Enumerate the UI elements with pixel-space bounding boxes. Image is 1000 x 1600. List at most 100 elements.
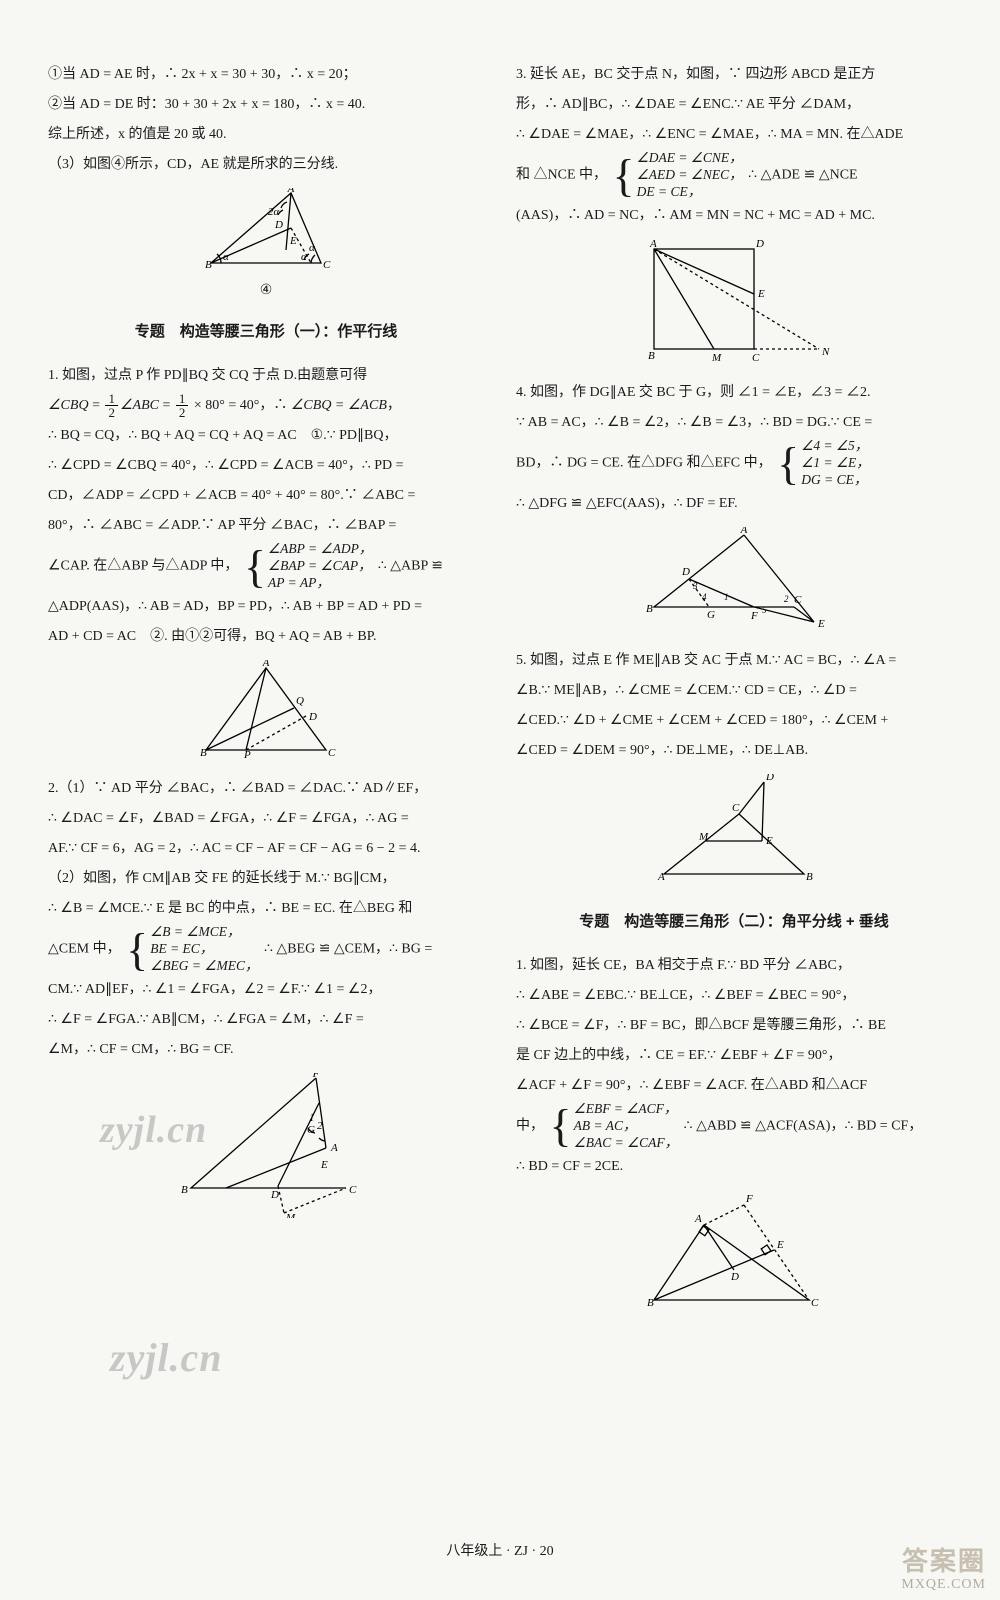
problem-q1-line: ∴ BD = CF = 2CE. (516, 1152, 952, 1182)
svg-text:C: C (328, 747, 336, 759)
svg-text:C: C (323, 259, 331, 271)
problem-3-line: 3. 延长 AE，BC 交于点 N，如图，∵ 四边形 ABCD 是正方 (516, 60, 952, 90)
line: ②当 AD = DE 时：30 + 30 + 2x + x = 180，∴ x … (48, 90, 484, 120)
svg-text:E: E (320, 1159, 328, 1171)
right-column: 3. 延长 AE，BC 交于点 N，如图，∵ 四边形 ABCD 是正方 形，∴ … (516, 60, 952, 1532)
svg-text:D: D (270, 1189, 279, 1201)
svg-text:N: N (821, 346, 830, 358)
problem-q1-line: 中， { ∠EBF = ∠ACF， AB = AC， ∠BAC = ∠CAF， … (516, 1101, 952, 1152)
problem-1-line: 1. 如图，过点 P 作 PD∥BQ 交 CQ 于点 D.由题意可得 (48, 361, 484, 391)
svg-text:B: B (647, 1297, 654, 1309)
svg-text:F: F (745, 1193, 753, 1205)
figure-p4: A B C D E G F 3 4 1 2 5 (516, 527, 952, 636)
svg-text:A: A (330, 1142, 338, 1154)
svg-text:1: 1 (724, 592, 729, 602)
problem-1-line: CD，∠ADP = ∠CPD + ∠ACB = 40° + 40° = 80°.… (48, 481, 484, 511)
svg-text:F: F (312, 1073, 320, 1080)
svg-text:2: 2 (317, 1120, 323, 1132)
problem-q1-line: ∴ ∠ABE = ∠EBC.∵ BE⊥CE，∴ ∠BEF = ∠BEC = 90… (516, 981, 952, 1011)
svg-text:A: A (287, 188, 295, 195)
svg-text:B: B (200, 747, 207, 759)
figure-p5: D C A B M E (516, 774, 952, 888)
svg-text:A: A (657, 871, 665, 883)
svg-text:4: 4 (702, 592, 707, 602)
problem-3-line: 和 △NCE 中， { ∠DAE = ∠CNE， ∠AED = ∠NEC， DE… (516, 150, 952, 201)
section-title-1: 专题 构造等腰三角形（一）：作平行线 (48, 316, 484, 348)
svg-text:D: D (730, 1271, 739, 1283)
problem-1-line: 80°，∴ ∠ABC = ∠ADP.∵ AP 平分 ∠BAC，∴ ∠BAP = (48, 511, 484, 541)
svg-text:A: A (694, 1213, 702, 1225)
svg-text:A: A (740, 527, 748, 536)
problem-3-line: (AAS)，∴ AD = NC，∴ AM = MN = NC + MC = AD… (516, 201, 952, 231)
problem-2-line: （2）如图，作 CM∥AB 交 FE 的延长线于 M.∵ BG∥CM， (48, 864, 484, 894)
svg-text:M: M (698, 831, 709, 843)
problem-1-line: ∴ ∠CPD = ∠CBQ = 40°，∴ ∠CPD = ∠ACB = 40°，… (48, 451, 484, 481)
figure-p2: F B C A G E D M 1 2 (48, 1073, 484, 1222)
svg-text:D: D (755, 239, 764, 250)
problem-q1-line: ∴ ∠BCE = ∠F，∴ BF = BC，即△BCF 是等腰三角形，∴ BE (516, 1011, 952, 1041)
svg-text:α: α (223, 251, 229, 263)
problem-5-line: 5. 如图，过点 E 作 ME∥AB 交 AC 于点 M.∵ AC = BC，∴… (516, 646, 952, 676)
problem-2-line: △CEM 中， { ∠B = ∠MCE， BE = EC， ∠BEG = ∠ME… (48, 924, 484, 975)
svg-text:E: E (765, 835, 773, 847)
problem-5-line: ∠CED = ∠DEM = 90°，∴ DE⊥ME，∴ DE⊥AB. (516, 736, 952, 766)
svg-text:C: C (349, 1184, 357, 1196)
svg-text:B: B (646, 603, 653, 615)
problem-5-line: ∠CED.∵ ∠D + ∠CME + ∠CEM + ∠CED = 180°，∴ … (516, 706, 952, 736)
problem-q1-line: ∠ACF + ∠F = 90°，∴ ∠EBF = ∠ACF. 在△ABD 和△A… (516, 1071, 952, 1101)
corner-brand: 答案圈 MXQE.COM (901, 1546, 986, 1594)
svg-text:A: A (262, 660, 270, 669)
svg-text:2: 2 (784, 594, 789, 604)
problem-5-line: ∠B.∵ ME∥AB，∴ ∠CME = ∠CEM.∵ CD = CE，∴ ∠D … (516, 676, 952, 706)
svg-text:D: D (765, 774, 774, 783)
svg-text:G: G (307, 1124, 315, 1136)
svg-text:D: D (681, 566, 690, 578)
problem-2-line: ∴ ∠DAC = ∠F，∠BAD = ∠FGA，∴ ∠F = ∠FGA，∴ AG… (48, 804, 484, 834)
svg-text:B: B (806, 871, 813, 883)
section-title-2: 专题 构造等腰三角形（二）：角平分线 + 垂线 (516, 906, 952, 938)
problem-2-line: ∠M，∴ CF = CM，∴ BG = CF. (48, 1035, 484, 1065)
svg-text:M: M (711, 352, 722, 364)
figure-label: ④ (48, 284, 484, 298)
figure-p1: A B C P Q D (48, 660, 484, 764)
problem-1-line: ∠CBQ = 12∠ABC = 12 × 80° = 40°，∴ ∠CBQ = … (48, 391, 484, 421)
svg-text:E: E (757, 288, 765, 300)
svg-text:E: E (817, 618, 825, 630)
figure-q1: A F B C D E (516, 1190, 952, 1314)
svg-text:A: A (649, 239, 657, 250)
problem-1-line: △ADP(AAS)，∴ AB = AD，BP = PD，∴ AB + BP = … (48, 592, 484, 622)
svg-text:G: G (707, 609, 715, 621)
svg-text:D: D (274, 219, 283, 231)
figure-p3: A D B C M E N (516, 239, 952, 368)
svg-text:B: B (205, 259, 212, 271)
problem-3-line: 形，∴ AD∥BC，∴ ∠DAE = ∠ENC.∵ AE 平分 ∠DAM， (516, 90, 952, 120)
svg-text:5: 5 (762, 605, 767, 615)
problem-2-line: ∴ ∠B = ∠MCE.∵ E 是 BC 的中点，∴ BE = EC. 在△BE… (48, 894, 484, 924)
problem-4-line: ∴ △DFG ≌ △EFC(AAS)，∴ DF = EF. (516, 489, 952, 519)
problem-2-line: ∴ ∠F = ∠FGA.∵ AB∥CM，∴ ∠FGA = ∠M，∴ ∠F = (48, 1005, 484, 1035)
svg-text:α: α (309, 242, 315, 254)
svg-text:M: M (285, 1212, 296, 1218)
problem-2-line: 2.（1）∵ AD 平分 ∠BAC，∴ ∠BAD = ∠DAC.∵ AD∥EF， (48, 774, 484, 804)
problem-1-line: ∠CAP. 在△ABP 与△ADP 中， { ∠ABP = ∠ADP， ∠BAP… (48, 541, 484, 592)
svg-text:C: C (732, 802, 740, 814)
svg-text:C: C (811, 1297, 819, 1309)
svg-text:B: B (181, 1184, 188, 1196)
svg-text:3: 3 (692, 581, 698, 591)
problem-4-line: ∵ AB = AC，∴ ∠B = ∠2，∴ ∠B = ∠3，∴ BD = DG.… (516, 408, 952, 438)
svg-text:P: P (243, 749, 251, 760)
problem-4-line: BD，∴ DG = CE. 在△DFG 和△EFC 中， { ∠4 = ∠5， … (516, 438, 952, 489)
svg-text:E: E (289, 235, 297, 247)
line: 综上所述，x 的值是 20 或 40. (48, 120, 484, 150)
svg-text:C: C (752, 352, 760, 364)
problem-q1-line: 1. 如图，延长 CE，BA 相交于点 F.∵ BD 平分 ∠ABC， (516, 951, 952, 981)
page-footer: 八年级上 · ZJ · 20 (48, 1540, 952, 1560)
problem-2-line: CM.∵ AD∥EF，∴ ∠1 = ∠FGA，∠2 = ∠F.∵ ∠1 = ∠2… (48, 975, 484, 1005)
problem-1-line: ∴ BQ = CQ，∴ BQ + AQ = CQ + AQ = AC ①.∵ P… (48, 421, 484, 451)
left-column: ①当 AD = AE 时，∴ 2x + x = 30 + 30，∴ x = 20… (48, 60, 484, 1532)
problem-4-line: 4. 如图，作 DG∥AE 交 BC 于 G，则 ∠1 = ∠E，∠3 = ∠2… (516, 378, 952, 408)
svg-text:1: 1 (309, 1112, 315, 1124)
svg-text:D: D (308, 711, 317, 723)
problem-1-line: AD + CD = AC ②. 由①②可得，BQ + AQ = AB + BP. (48, 622, 484, 652)
line: ①当 AD = AE 时，∴ 2x + x = 30 + 30，∴ x = 20… (48, 60, 484, 90)
